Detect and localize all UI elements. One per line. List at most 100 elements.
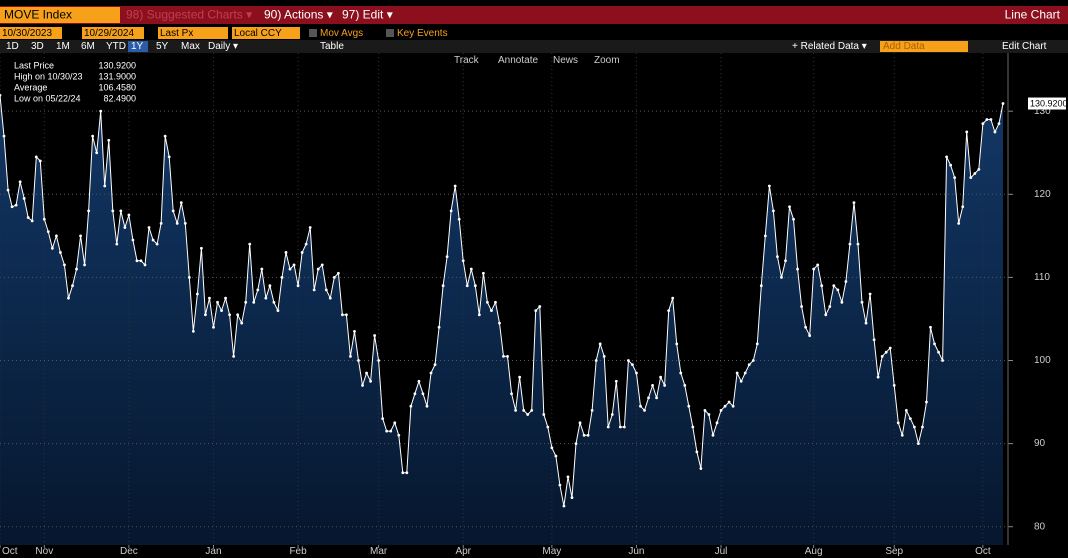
point: [369, 379, 372, 383]
point: [260, 267, 264, 271]
point: [667, 309, 671, 313]
point: [381, 417, 385, 421]
field[interactable]: Last Px: [160, 28, 193, 39]
point: [308, 226, 312, 229]
point: [393, 421, 397, 425]
field-box[interactable]: [158, 27, 228, 39]
currency-box[interactable]: [232, 27, 300, 39]
last-price-label: 130.9200: [1030, 98, 1068, 108]
point: [618, 425, 622, 429]
point: [264, 296, 268, 300]
point: [743, 371, 747, 375]
point: [828, 305, 832, 308]
ticker-box[interactable]: [0, 7, 120, 23]
period-active[interactable]: [128, 41, 148, 52]
point: [498, 321, 501, 325]
x-tick-label: Jan: [205, 546, 221, 557]
point: [582, 433, 586, 437]
frequency[interactable]: Daily ▾: [208, 41, 238, 52]
point: [647, 396, 650, 400]
point: [187, 275, 191, 279]
actions-menu[interactable]: 90) Actions ▾: [264, 8, 333, 22]
point: [490, 309, 493, 313]
point: [977, 167, 981, 171]
point: [594, 359, 598, 362]
end-date[interactable]: 10/29/2024: [84, 28, 134, 39]
add-data[interactable]: Add Data: [883, 41, 925, 52]
key-events[interactable]: Key Events: [397, 28, 448, 39]
point: [123, 226, 127, 229]
point: [816, 263, 820, 267]
point: [0, 93, 2, 97]
point: [776, 255, 779, 259]
period-button[interactable]: 6M: [81, 41, 95, 52]
point: [832, 284, 836, 288]
point: [401, 471, 405, 475]
point: [562, 504, 566, 508]
chart-tool[interactable]: News: [553, 55, 578, 66]
point: [95, 151, 99, 155]
point: [147, 226, 151, 229]
point: [67, 296, 70, 300]
point: [328, 296, 332, 300]
view-name: Line Chart: [1005, 8, 1061, 22]
point: [522, 408, 526, 412]
period-button[interactable]: Max: [181, 41, 200, 52]
table-button[interactable]: Table: [320, 41, 344, 52]
point: [921, 425, 924, 429]
point: [643, 408, 646, 412]
point: [808, 334, 812, 337]
x-tick-label: Aug: [805, 546, 823, 557]
legend-box: [3, 60, 138, 105]
end-date-box[interactable]: [82, 27, 144, 39]
add-data-box[interactable]: [880, 41, 968, 52]
point: [574, 442, 578, 446]
point: [71, 284, 74, 288]
edit-chart[interactable]: Edit Chart: [1002, 41, 1047, 52]
point: [163, 134, 167, 138]
point: [578, 421, 582, 425]
point: [486, 300, 489, 304]
period-button[interactable]: 1M: [56, 41, 70, 52]
point: [179, 201, 183, 204]
currency[interactable]: Local CCY: [234, 28, 282, 39]
point: [268, 284, 272, 288]
edit-menu[interactable]: 97) Edit ▾: [342, 8, 393, 22]
chart-tool[interactable]: Zoom: [594, 55, 620, 66]
period-button[interactable]: 1D: [6, 41, 19, 52]
chart-tool[interactable]: Track: [454, 55, 480, 66]
point: [385, 429, 389, 433]
point: [83, 263, 86, 267]
y-tick-label: 120: [1034, 189, 1051, 200]
point: [296, 284, 300, 288]
point: [949, 163, 953, 167]
point: [232, 354, 236, 358]
point: [506, 354, 509, 358]
x-tick-label: May: [542, 546, 561, 557]
point: [99, 109, 103, 113]
x-tick-label: Apr: [455, 546, 471, 557]
period-button[interactable]: 5Y: [156, 41, 169, 52]
point: [917, 442, 920, 446]
start-date[interactable]: 10/30/2023: [2, 28, 52, 39]
mov-avgs[interactable]: Mov Avgs: [320, 28, 363, 39]
y-tick-label: 130: [1034, 106, 1051, 117]
point: [18, 180, 22, 184]
start-date-box[interactable]: [0, 27, 62, 39]
chart-tool[interactable]: Annotate: [498, 55, 538, 66]
point: [510, 392, 513, 396]
ticker[interactable]: MOVE Index: [4, 8, 72, 22]
point: [151, 238, 155, 242]
related-data[interactable]: + Related Data ▾: [792, 41, 867, 52]
suggested-charts[interactable]: 98) Suggested Charts ▾: [126, 8, 252, 22]
period-button[interactable]: 3D: [31, 41, 44, 52]
period-button[interactable]: 1Y: [131, 41, 144, 52]
point: [224, 296, 227, 300]
point: [276, 309, 280, 313]
point: [606, 425, 610, 429]
checkbox[interactable]: [309, 29, 317, 37]
point: [904, 408, 908, 412]
checkbox[interactable]: [386, 29, 394, 37]
point: [961, 205, 965, 209]
period-button[interactable]: YTD: [106, 41, 126, 52]
